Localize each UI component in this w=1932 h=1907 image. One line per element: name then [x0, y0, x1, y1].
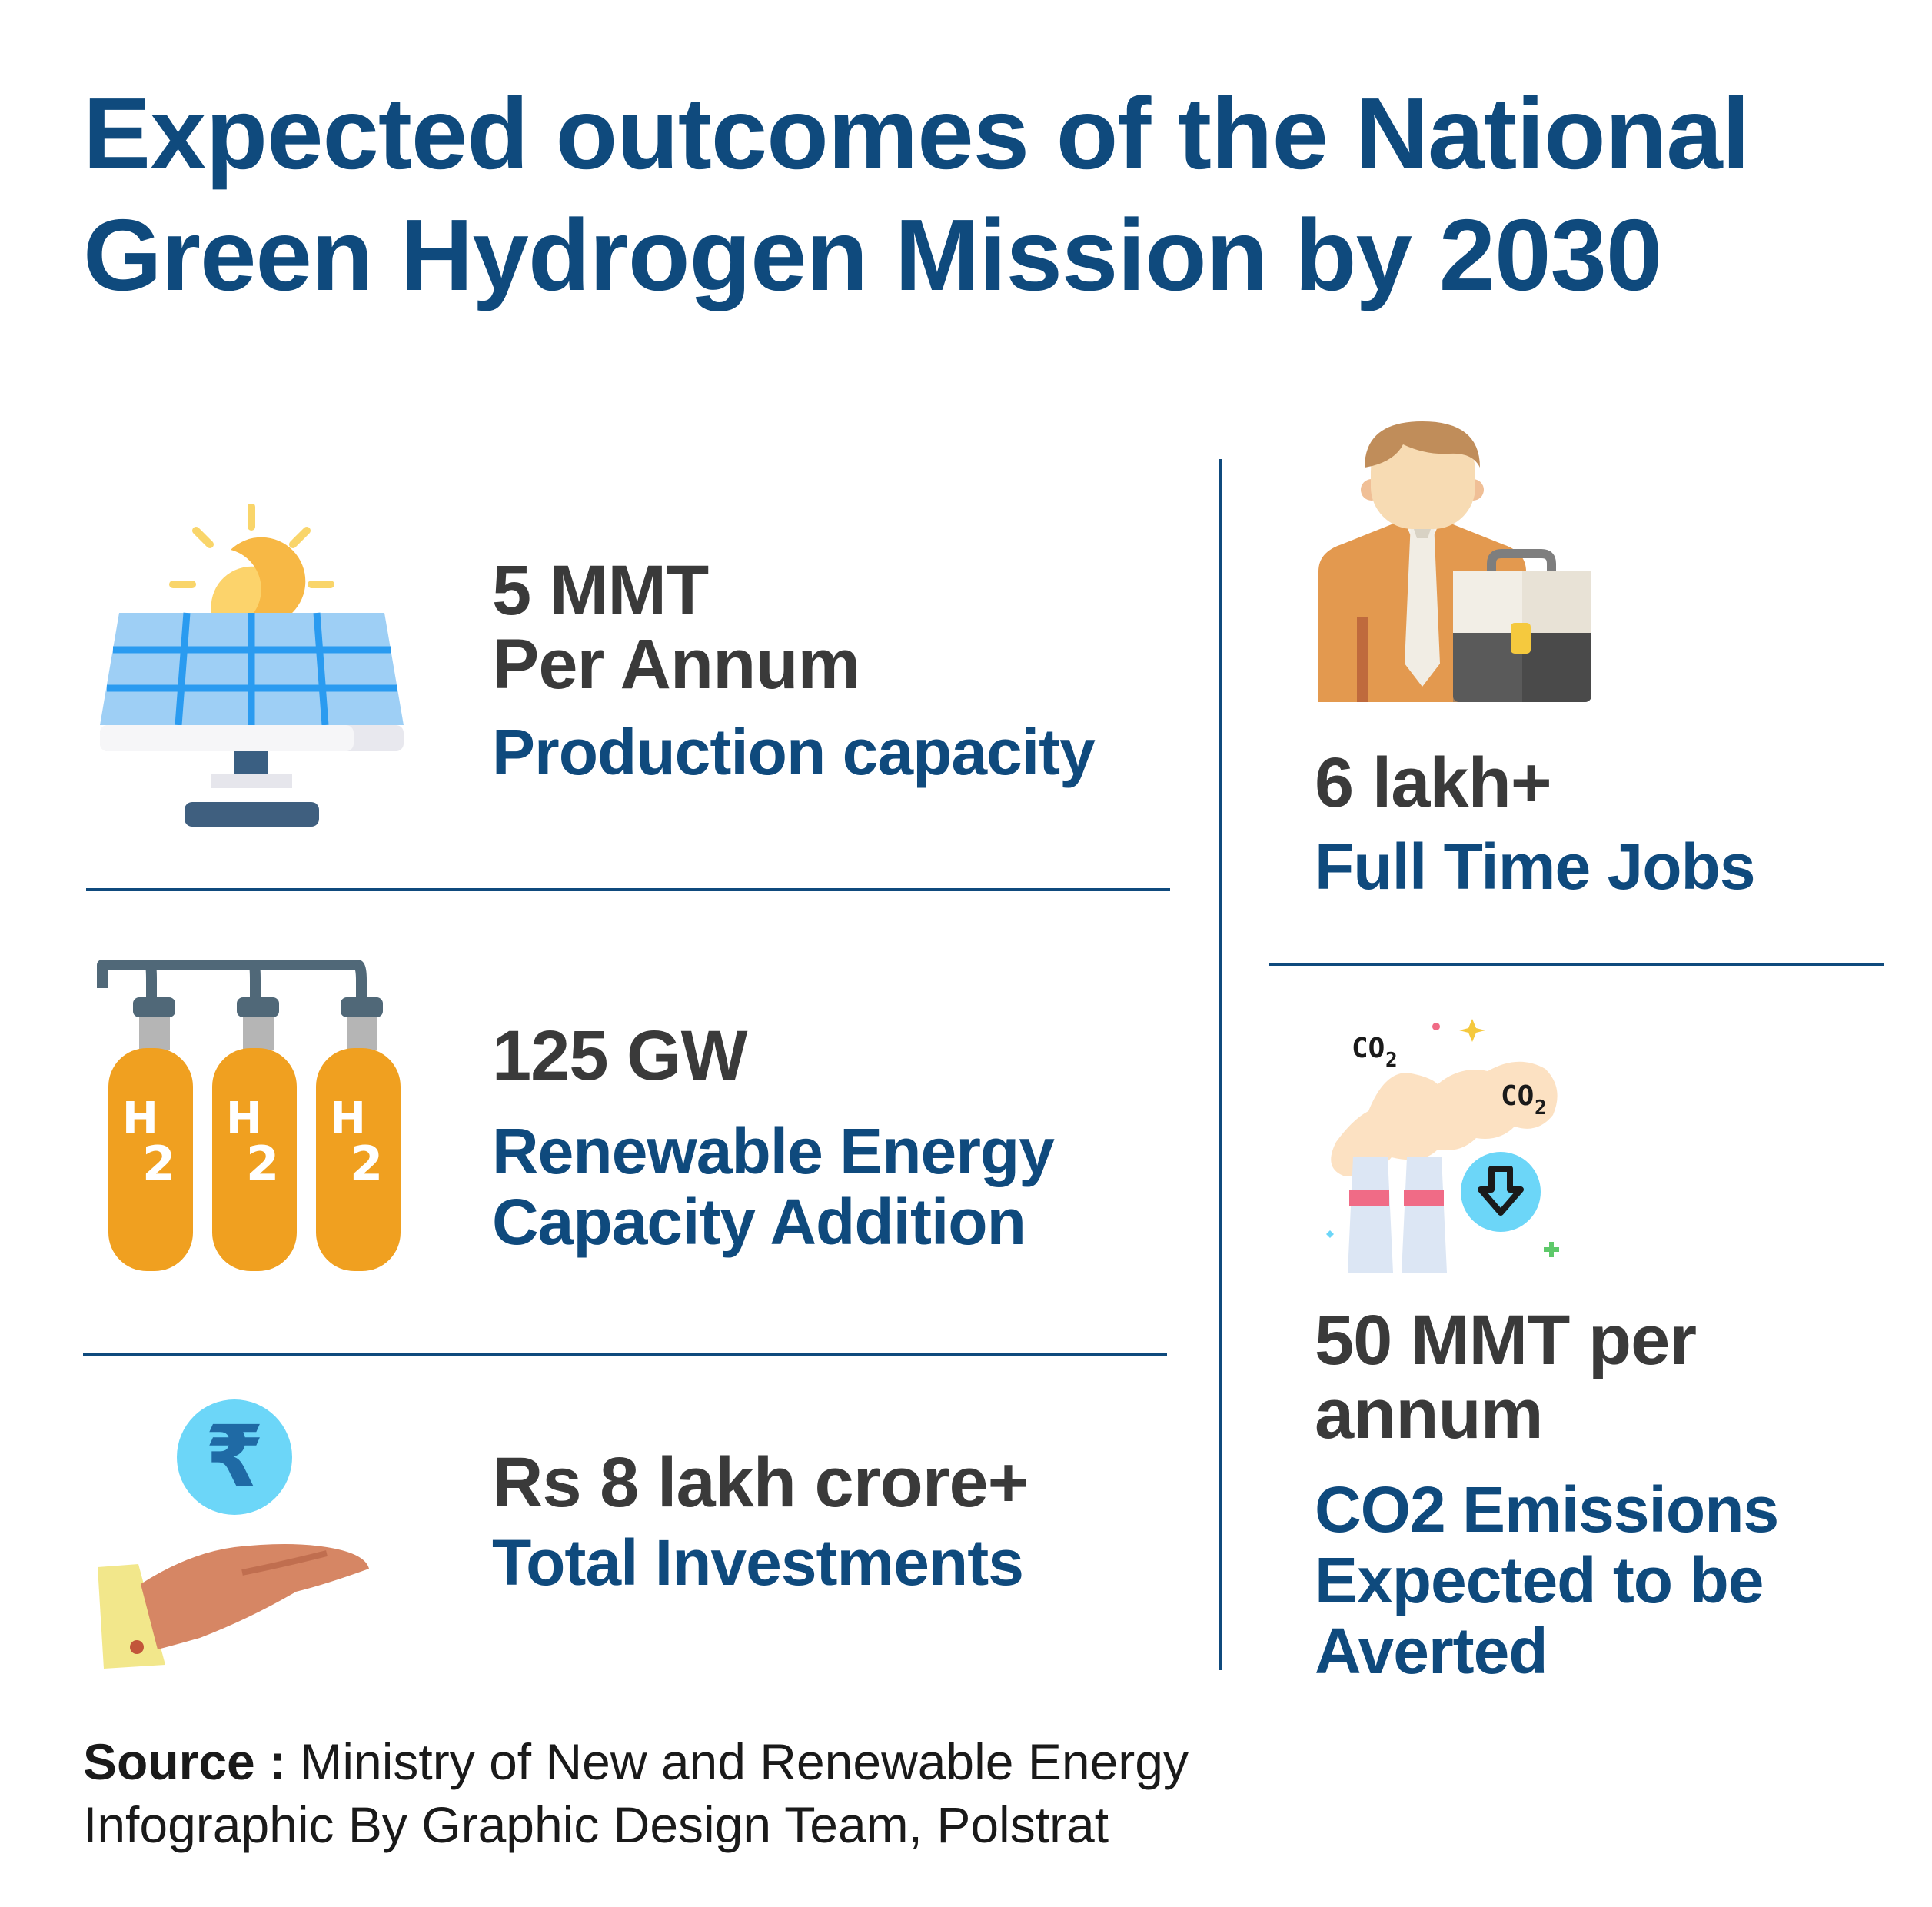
- co2-value-2: annum: [1315, 1375, 1544, 1453]
- co2-label-line-3: Averted: [1315, 1615, 1548, 1687]
- vertical-divider: [1219, 459, 1222, 1670]
- left-divider-2: [83, 1353, 1167, 1356]
- jobs-label: Full Time Jobs: [1315, 830, 1756, 903]
- left-divider-1: [86, 888, 1170, 891]
- rupee-symbol: ₹: [205, 1407, 264, 1506]
- right-divider: [1269, 963, 1884, 966]
- h2-label-1-2: 2: [142, 1136, 175, 1192]
- title-line-1: Expected outcomes of the National: [83, 77, 1750, 190]
- h2-label-1-h: H: [122, 1093, 158, 1143]
- co2-value-1: 50 MMT per: [1315, 1301, 1697, 1379]
- title-line-2: Green Hydrogen Mission by 2030: [83, 198, 1662, 311]
- production-label: Production capacity: [492, 716, 1096, 788]
- h2-label-3-h: H: [330, 1093, 366, 1143]
- co2-label-line-1: CO2 Emissions: [1315, 1473, 1779, 1546]
- co2-label-1: CO: [1352, 1033, 1385, 1064]
- co2-label-2-sub: 2: [1535, 1097, 1547, 1120]
- investment-value: Rs 8 lakh crore+: [492, 1443, 1029, 1522]
- co2-label-line-2: Expected to be: [1315, 1544, 1764, 1616]
- production-value: 5 MMT: [492, 551, 709, 630]
- h2-label-2-2: 2: [246, 1136, 279, 1192]
- co2-emissions-icon: CO 2 CO 2: [1326, 1019, 1559, 1273]
- item-investment: Rs 8 lakh crore+ Total Investments: [492, 1443, 1029, 1599]
- solar-panel-icon: [100, 504, 404, 827]
- h2-label-2-h: H: [226, 1093, 262, 1143]
- renewable-label-2: Capacity Addition: [492, 1186, 1026, 1258]
- h2-label-3-2: 2: [350, 1136, 383, 1192]
- jobs-value: 6 lakh+: [1315, 744, 1552, 822]
- hydrogen-cylinders-icon: H 2 H 2 H 2: [97, 960, 401, 1271]
- item-production: 5 MMT Per Annum Production capacity: [492, 551, 1096, 788]
- footer: Source : Ministry of New and Renewable E…: [83, 1730, 1189, 1856]
- rupee-hand-icon: ₹: [98, 1399, 369, 1669]
- item-co2: 50 MMT per annum CO2 Emissions Expected …: [1315, 1301, 1779, 1687]
- credit-line: Infographic By Graphic Design Team, Pols…: [83, 1796, 1109, 1853]
- source-line: Source : Ministry of New and Renewable E…: [83, 1730, 1189, 1793]
- renewable-label-1: Renewable Energy: [492, 1115, 1055, 1187]
- co2-label-2: CO: [1501, 1080, 1534, 1112]
- source-text: Ministry of New and Renewable Energy: [286, 1733, 1189, 1790]
- investment-label: Total Investments: [492, 1526, 1024, 1599]
- page-title: Expected outcomes of the National Green …: [83, 73, 1890, 316]
- item-jobs: 6 lakh+ Full Time Jobs: [1315, 744, 1756, 903]
- businessman-icon: [1318, 421, 1591, 702]
- item-renewable: 125 GW Renewable Energy Capacity Additio…: [492, 1017, 1055, 1258]
- production-unit: Per Annum: [492, 625, 860, 704]
- source-label: Source :: [83, 1733, 287, 1790]
- co2-label-1-sub: 2: [1385, 1049, 1398, 1072]
- renewable-value: 125 GW: [492, 1017, 747, 1095]
